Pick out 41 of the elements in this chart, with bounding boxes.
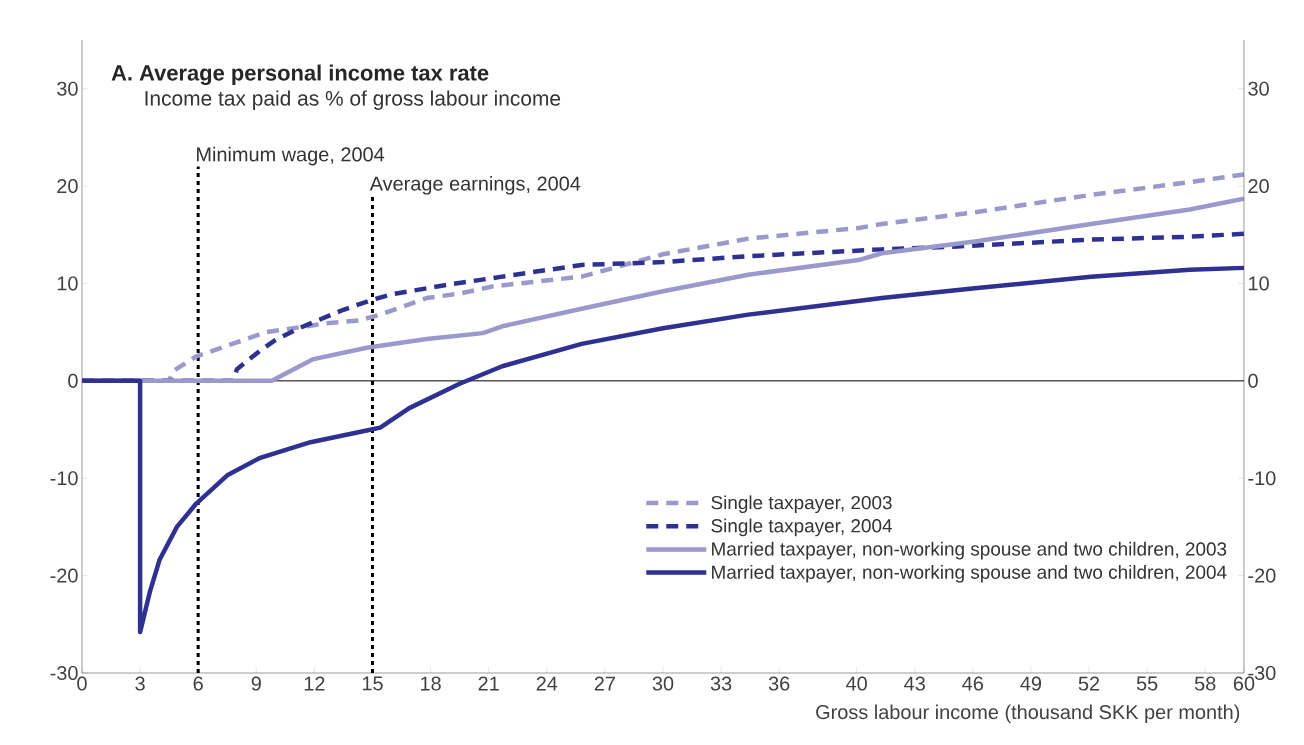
y2-tick-label: 0 xyxy=(1248,373,1258,388)
x-tick-label: 21 xyxy=(478,676,499,691)
x-tick-label: 24 xyxy=(536,676,558,691)
y-tick-label: 30 xyxy=(57,81,78,96)
legend-label: Single taxpayer, 2003 xyxy=(711,495,892,514)
x-tick-label: 15 xyxy=(362,676,383,691)
x-tick-label: 3 xyxy=(135,676,145,691)
x-tick-label: 58 xyxy=(1194,676,1216,691)
y-tick-label: -20 xyxy=(50,568,78,583)
x-tick-label: 55 xyxy=(1136,676,1158,691)
ref-line-label: Minimum wage, 2004 xyxy=(197,146,385,166)
text: A. Average personal income tax rate xyxy=(111,64,489,86)
y-tick-label: 0 xyxy=(68,373,78,388)
legend-label: Married taxpayer, non-working spouse and two children, 2003 xyxy=(712,541,1227,560)
y2-tick-label: 10 xyxy=(1249,276,1269,291)
legend-label: Single taxpayer, 2004 xyxy=(711,518,892,537)
x-tick-label: 36 xyxy=(768,676,790,691)
ref-line-label: Average earnings, 2004 xyxy=(369,176,581,195)
x-tick-label: 40 xyxy=(846,676,867,691)
x-tick-label: 33 xyxy=(710,676,732,691)
x-tick-label: 27 xyxy=(594,676,615,691)
x-tick-label: 6 xyxy=(193,676,203,691)
y2-tick-label: 30 xyxy=(1248,81,1269,96)
y-tick-label: -30 xyxy=(50,665,78,681)
y-tick-label: -10 xyxy=(50,471,78,486)
x-tick-label: 30 xyxy=(652,676,674,691)
y-tick-label: 20 xyxy=(57,179,78,194)
y2-tick-label: -20 xyxy=(1248,568,1276,583)
y2-tick-label: -10 xyxy=(1248,471,1276,486)
x-tick-label: 18 xyxy=(421,676,441,691)
x-tick-label: 43 xyxy=(904,676,925,691)
x-tick-label: 12 xyxy=(304,676,325,691)
x-tick-label: 46 xyxy=(962,676,984,691)
text: Income tax paid as % of gross labour income xyxy=(145,90,561,110)
x-axis-title: Gross labour income (thousand SKK per month) xyxy=(816,704,1240,724)
y2-tick-label: 20 xyxy=(1248,179,1269,194)
x-tick-label: 52 xyxy=(1078,676,1100,691)
x-tick-label: 49 xyxy=(1020,676,1042,691)
y-tick-label: 10 xyxy=(57,276,78,291)
legend-label: Married taxpayer, non-working spouse and two children, 2004 xyxy=(712,564,1227,583)
x-tick-label: 9 xyxy=(251,676,261,691)
